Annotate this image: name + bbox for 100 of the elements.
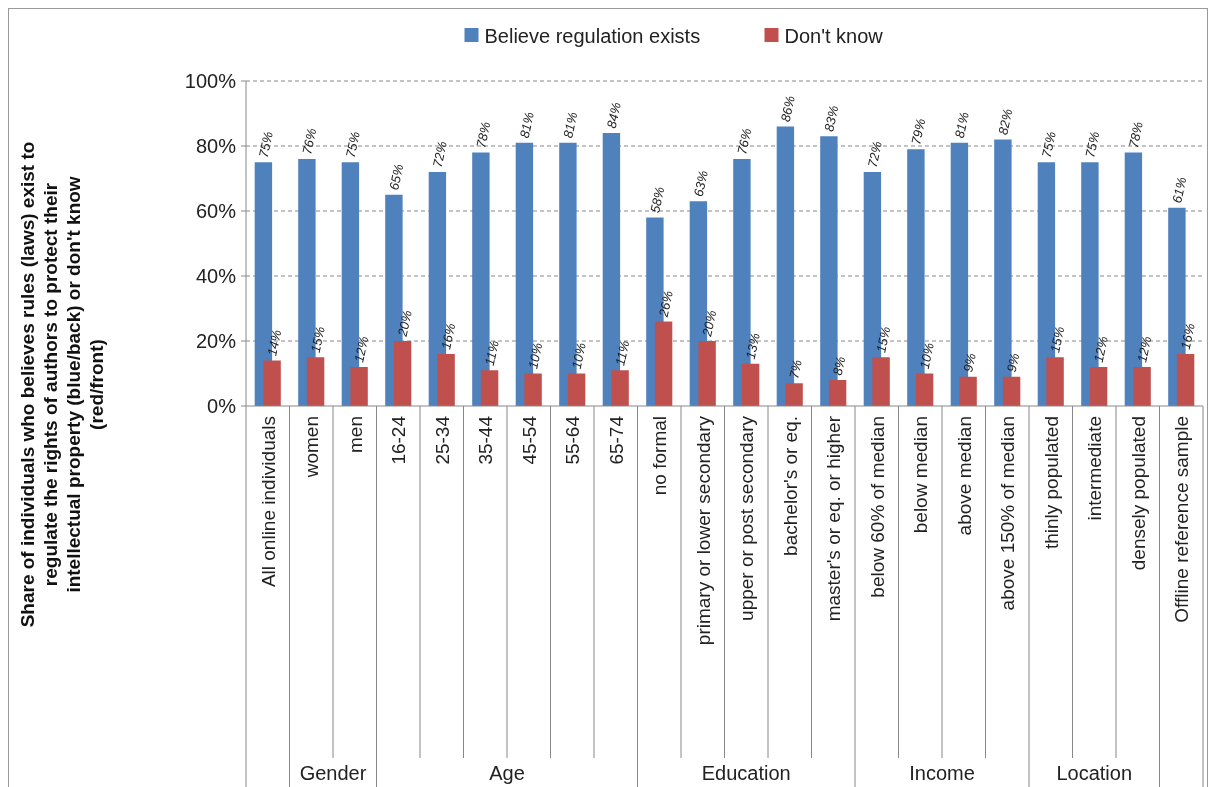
x-tick-label: 16-24 — [388, 415, 410, 465]
data-label: 20% — [699, 309, 720, 339]
y-tick-label: 20% — [195, 330, 237, 352]
bar — [741, 363, 760, 406]
legend-label: Believe regulation exists — [484, 25, 701, 47]
data-label: 78% — [1125, 120, 1146, 150]
data-label: 12% — [1134, 335, 1155, 364]
text: Income — [909, 762, 975, 784]
data-label: 75% — [1082, 130, 1103, 159]
y-tick-label: 60% — [195, 200, 237, 222]
x-tick-label: below median — [910, 416, 932, 534]
x-tick-label: primary or lower secondary — [692, 415, 714, 646]
bar — [654, 321, 673, 406]
data-label: 81% — [560, 110, 581, 140]
x-tick-label: thinly populated — [1040, 416, 1062, 550]
x-tick-label: below 60% of median — [866, 416, 888, 598]
x-tick-label: above 150% of median — [997, 416, 1019, 611]
data-label: 76% — [734, 127, 755, 156]
data-label: 83% — [821, 104, 842, 133]
x-tick-label: bachelor's or eq. — [779, 416, 801, 556]
legend-label: Don't know — [784, 25, 884, 47]
bar — [1089, 367, 1108, 406]
data-label: 8% — [829, 355, 849, 377]
data-label: 86% — [777, 94, 798, 124]
x-tick-label: 35-44 — [475, 415, 497, 465]
data-label: 9% — [960, 351, 979, 374]
y-tick-label: 0% — [207, 395, 237, 417]
data-label: 15% — [1047, 325, 1068, 354]
x-tick-label: Offline reference sample — [1171, 416, 1193, 623]
data-label: 10% — [568, 341, 589, 371]
data-label: 61% — [1169, 175, 1190, 205]
data-label: 75% — [1038, 130, 1059, 159]
data-label: 10% — [916, 341, 937, 371]
x-tick-label: men — [344, 416, 366, 453]
data-label: 15% — [873, 325, 894, 354]
bar — [350, 367, 368, 406]
x-tick-label: master's or eq. or higher — [823, 415, 845, 622]
x-tick-label: above median — [953, 416, 975, 536]
x-tick-label: no formal — [649, 416, 671, 496]
bar — [1046, 357, 1064, 406]
data-label: 76% — [299, 127, 320, 156]
x-tick-label: 45-54 — [518, 415, 540, 465]
data-label: 78% — [473, 120, 494, 150]
x-tick-label: intermediate — [1084, 416, 1106, 521]
bar — [959, 376, 977, 406]
x-tick-label: 55-64 — [562, 415, 584, 465]
bar — [1002, 376, 1021, 406]
data-label: 79% — [908, 117, 929, 146]
y-tick-label: 100% — [184, 70, 237, 92]
data-label: 81% — [951, 110, 972, 140]
data-label: 12% — [351, 335, 372, 364]
x-tick-label: women — [301, 416, 323, 479]
data-label: 81% — [516, 110, 537, 140]
bar — [915, 373, 934, 406]
data-label: 82% — [995, 107, 1016, 137]
data-label: 7% — [786, 358, 805, 380]
bar — [1176, 354, 1195, 406]
data-label: 13% — [742, 331, 763, 361]
x-tick-label: densely populated — [1127, 416, 1149, 571]
bar — [524, 373, 542, 406]
data-label: 26% — [655, 289, 676, 320]
bar — [698, 341, 716, 406]
text: Education — [701, 762, 791, 784]
data-label: 11% — [481, 339, 502, 367]
bar — [785, 383, 803, 406]
data-label: 63% — [690, 169, 711, 198]
data-label: 10% — [525, 341, 546, 371]
data-label: 84% — [603, 101, 624, 130]
data-label: 75% — [255, 130, 276, 159]
bar — [393, 341, 412, 406]
bar — [437, 354, 455, 406]
x-tick-label: upper or post secondary — [736, 415, 758, 621]
data-label: 14% — [264, 328, 285, 358]
data-label: 12% — [1090, 335, 1111, 364]
bar — [480, 370, 499, 406]
data-label: 15% — [307, 325, 328, 354]
data-label: 72% — [864, 140, 885, 169]
bar — [263, 360, 281, 406]
data-label: 16% — [438, 322, 459, 351]
y-tick-label: 80% — [195, 135, 237, 157]
bar — [306, 357, 325, 406]
text: Location — [1056, 762, 1133, 784]
y-axis-title: Share of individuals who believes rules (laws) exist to regulate the rights of authors to protect their intellectual property (blue/back) or don't know (red/front) — [16, 141, 107, 628]
data-label: 16% — [1177, 322, 1198, 351]
data-label: 75% — [342, 130, 363, 159]
text: Age — [489, 762, 525, 784]
data-label: 72% — [429, 140, 450, 169]
x-tick-label: All online individuals — [257, 416, 279, 588]
data-label: 20% — [394, 309, 415, 339]
bar — [567, 373, 586, 406]
bar — [611, 370, 629, 406]
data-label: 58% — [647, 185, 668, 215]
data-label: 9% — [1003, 351, 1023, 374]
data-label: 65% — [386, 162, 407, 192]
bar — [872, 357, 890, 406]
bar — [828, 380, 847, 406]
data-label: 11% — [612, 339, 633, 367]
bar — [1133, 367, 1151, 406]
x-tick-label: 65-74 — [605, 415, 627, 465]
x-tick-label: 25-34 — [431, 415, 453, 465]
